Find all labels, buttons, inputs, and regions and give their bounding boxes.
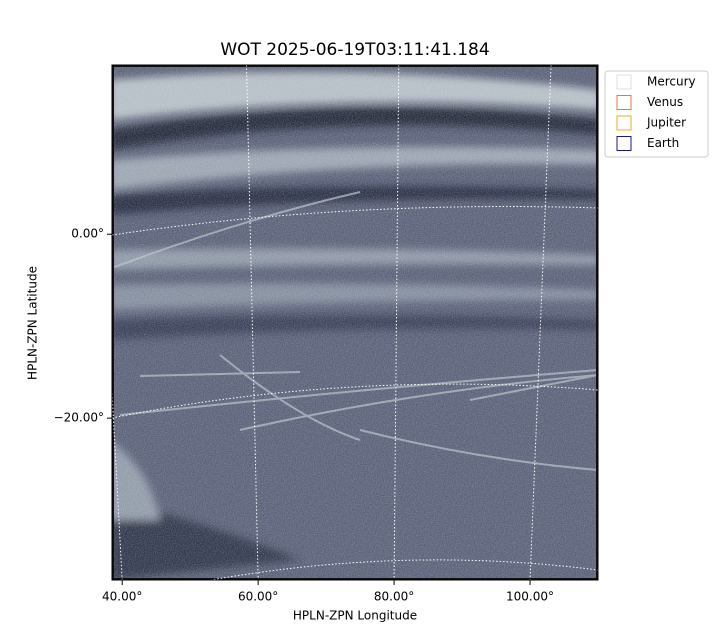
x-tick-label: 100.00° <box>506 590 554 604</box>
x-tick-label: 40.00° <box>102 590 142 604</box>
x-tick-label: 80.00° <box>374 590 414 604</box>
legend-marker <box>616 136 632 151</box>
curved-grid <box>111 206 599 583</box>
legend-marker <box>616 95 632 110</box>
sky-image <box>112 65 598 580</box>
legend-label: Mercury <box>647 75 696 89</box>
legend <box>604 70 709 158</box>
legend-marker <box>616 115 632 131</box>
x-axis-label: HPLN-ZPN Longitude <box>293 609 417 623</box>
legend-label: Earth <box>647 136 679 150</box>
chart-title: WOT 2025-06-19T03:11:41.184 <box>220 40 489 60</box>
y-tick-label: −20.00° <box>54 411 104 425</box>
plot-frame <box>111 64 599 581</box>
x-tick-label: 60.00° <box>238 590 278 604</box>
y-tick-label: 0.00° <box>71 227 104 241</box>
legend-label: Jupiter <box>646 116 686 130</box>
y-axis-label: HPLN-ZPN Latitude <box>26 266 40 380</box>
legend-label: Venus <box>647 95 683 109</box>
legend-marker <box>616 74 632 90</box>
